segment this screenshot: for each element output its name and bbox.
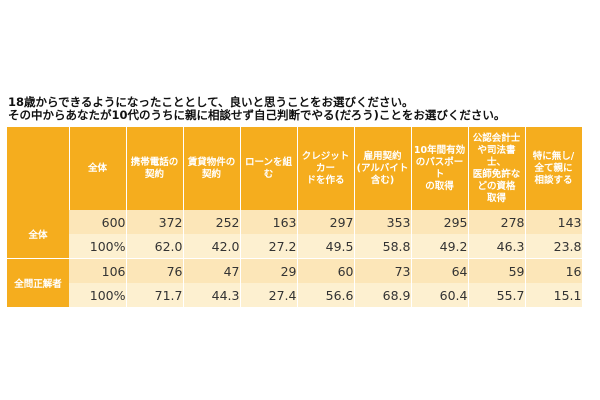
table-cell: 372 — [126, 210, 184, 234]
title-line-1: 18歳からできるようになったこととして、良いと思うことをお選びください。 — [8, 95, 414, 109]
table-cell: 27.2 — [240, 234, 298, 259]
table-cell: 64 — [411, 258, 469, 283]
column-header-credit-card: クレジットカー ドを作る — [297, 127, 355, 210]
table-cell: 73 — [354, 258, 412, 283]
table-cell: 295 — [411, 210, 469, 234]
table-cell: 55.7 — [468, 283, 526, 307]
table-cell: 100% — [69, 283, 127, 307]
column-header-mobile: 携帯電話の 契約 — [126, 127, 184, 210]
count-row: 全問正解者 106 76 47 29 60 73 64 59 16 — [7, 258, 583, 308]
column-header-employment: 雇用契約 (アルバイト 含む) — [354, 127, 412, 210]
column-header-all: 全体 — [69, 127, 127, 210]
table-cell: 49.5 — [297, 234, 355, 259]
table-cell: 106 — [69, 258, 127, 283]
table-cell: 297 — [297, 210, 355, 234]
corner-cell — [7, 127, 70, 210]
table-cell: 278 — [468, 210, 526, 234]
table-cell: 353 — [354, 210, 412, 234]
table-cell: 44.3 — [183, 283, 241, 307]
count-row: 全体 600 372 252 163 297 353 295 278 143 — [7, 210, 583, 259]
column-header-rental: 賃貸物件の 契約 — [183, 127, 241, 210]
table-cell: 16 — [525, 258, 583, 283]
survey-table: 全体 携帯電話の 契約 賃貸物件の 契約 ローンを組む クレジットカー ドを作る 雇用… — [7, 127, 583, 308]
table-cell: 143 — [525, 210, 583, 234]
table-cell: 58.8 — [354, 234, 412, 259]
row-group-label: 全体 — [7, 210, 69, 259]
column-header-loan: ローンを組む — [240, 127, 298, 210]
percent-row: 100% 62.0 42.0 27.2 49.5 58.8 49.2 46.3 23.8 — [7, 234, 583, 259]
row-group-label: 全問正解者 — [7, 258, 69, 308]
column-header-passport: 10年間有効 のパスポート の取得 — [411, 127, 469, 210]
table-cell: 71.7 — [126, 283, 184, 307]
percent-row: 100% 71.7 44.3 27.4 56.6 68.9 60.4 55.7 15.1 — [7, 283, 583, 307]
table-cell: 60 — [297, 258, 355, 283]
table-cell: 56.6 — [297, 283, 355, 307]
table-cell: 76 — [126, 258, 184, 283]
table-cell: 600 — [69, 210, 127, 234]
table-cell: 46.3 — [468, 234, 526, 259]
column-header-license: 公認会計士 や司法書士、 医師免許な どの資格 取得 — [468, 127, 526, 210]
table-cell: 29 — [240, 258, 298, 283]
column-header-none: 特に無し/全て親に 相談する — [525, 127, 583, 210]
table-cell: 42.0 — [183, 234, 241, 259]
table-cell: 100% — [69, 234, 127, 259]
table-cell: 62.0 — [126, 234, 184, 259]
table-cell: 27.4 — [240, 283, 298, 307]
table-cell: 252 — [183, 210, 241, 234]
chart-title: 18歳からできるようになったこととして、良いと思うことをお選びください。 その中… — [8, 96, 600, 122]
table-cell: 163 — [240, 210, 298, 234]
table-cell: 68.9 — [354, 283, 412, 307]
table-cell: 59 — [468, 258, 526, 283]
title-line-2: その中からあなたが10代のうちに親に相談せず自己判断でやる(だろう)ことをお選び… — [8, 108, 506, 122]
table-cell: 23.8 — [525, 234, 583, 259]
table-cell: 60.4 — [411, 283, 469, 307]
table-cell: 49.2 — [411, 234, 469, 259]
table-cell: 15.1 — [525, 283, 583, 307]
table-cell: 47 — [183, 258, 241, 283]
header-row: 全体 携帯電話の 契約 賃貸物件の 契約 ローンを組む クレジットカー ドを作る 雇用… — [7, 127, 583, 210]
